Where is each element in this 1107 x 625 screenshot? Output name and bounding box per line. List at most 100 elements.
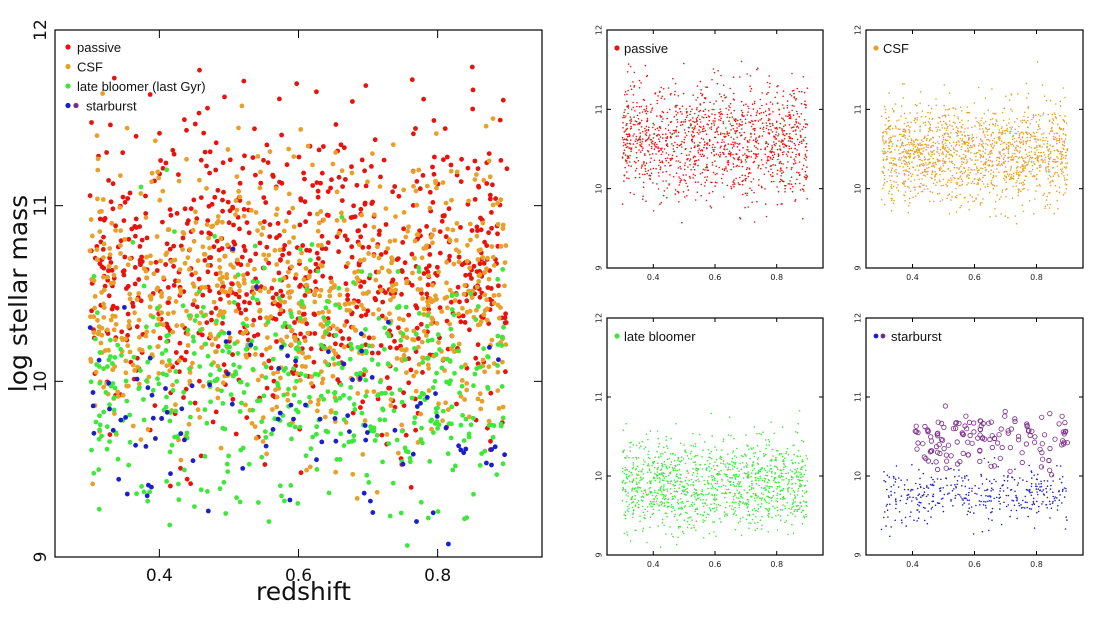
- data-point-csf-s0: [953, 166, 956, 169]
- data-point-main-s1: [478, 247, 483, 253]
- data-point-main-s1: [412, 238, 418, 244]
- data-point-csf-s0: [977, 86, 980, 89]
- data-point-passive-s0: [740, 159, 742, 161]
- data-point-csf-s0: [1049, 203, 1051, 206]
- data-point-csf-s0: [965, 156, 967, 158]
- data-point-passive-s0: [696, 131, 699, 134]
- data-point-main-s2: [105, 364, 110, 369]
- data-point-passive-s0: [732, 92, 735, 95]
- data-point-main-s0: [319, 170, 325, 176]
- data-point-csf-s0: [1024, 111, 1026, 114]
- data-point-passive-s0: [626, 122, 628, 125]
- data-point-main-s1: [430, 282, 435, 288]
- data-point-passive-s0: [667, 124, 670, 126]
- data-point-csf-s0: [958, 155, 961, 157]
- data-point-csf-s0: [926, 164, 928, 166]
- data-point-passive-s0: [648, 174, 650, 177]
- data-point-csf-s0: [1029, 122, 1031, 125]
- data-point-passive-s0: [721, 168, 724, 170]
- data-point-main-s1: [462, 283, 468, 288]
- data-point-csf-s0: [989, 159, 992, 162]
- data-point-csf-s0: [1026, 139, 1029, 142]
- data-point-csf-s0: [882, 153, 885, 155]
- data-point-main-s1: [282, 299, 288, 305]
- data-point-main-s0: [296, 154, 302, 160]
- data-point-main-s1: [144, 329, 150, 335]
- data-point-main-s2: [297, 399, 302, 405]
- data-point-csf-s0: [1024, 179, 1026, 181]
- data-point-passive-s0: [793, 142, 796, 145]
- data-point-main-s3: [275, 416, 281, 422]
- data-point-passive-s0: [691, 141, 694, 143]
- data-point-csf-s0: [960, 125, 963, 128]
- data-point-main-s1: [106, 263, 112, 269]
- data-point-passive-s0: [672, 176, 675, 178]
- data-point-csf-s0: [916, 139, 919, 141]
- legend-passive: passive: [614, 41, 668, 56]
- data-point-main-s0: [481, 260, 487, 266]
- data-point-main-s2: [111, 395, 117, 401]
- data-point-passive-s0: [767, 143, 770, 145]
- x-tick-label-main: 0.4: [146, 566, 173, 586]
- data-point-passive-s0: [679, 161, 681, 163]
- data-point-main-s1: [220, 219, 225, 225]
- data-point-main-s1: [384, 432, 390, 437]
- data-point-passive-s0: [632, 94, 635, 96]
- data-point-main-s1: [397, 316, 402, 322]
- data-point-csf-s0: [882, 165, 885, 168]
- data-point-passive-s0: [657, 95, 659, 97]
- data-point-passive-s0: [794, 160, 796, 162]
- data-point-main-s2: [434, 410, 439, 416]
- data-point-csf-s0: [1027, 116, 1029, 118]
- data-point-main-s1: [370, 311, 376, 317]
- data-point-main-s3: [370, 510, 376, 515]
- data-point-main-s1: [228, 262, 234, 268]
- data-point-csf-s0: [895, 164, 898, 167]
- data-point-csf-s0: [973, 152, 976, 155]
- data-point-passive-s0: [758, 179, 760, 181]
- data-point-passive-s0: [632, 135, 634, 137]
- data-point-main-s1: [489, 244, 495, 249]
- data-point-passive-s0: [767, 158, 769, 160]
- data-point-passive-s0: [645, 112, 648, 115]
- data-point-main-s2: [169, 442, 175, 448]
- data-point-main-s1: [202, 251, 208, 257]
- data-point-passive-s0: [765, 215, 768, 218]
- data-point-passive-s0: [702, 110, 705, 112]
- data-point-main-s0: [274, 291, 279, 297]
- data-point-csf-s0: [998, 163, 1000, 165]
- data-point-csf-s0: [1033, 212, 1035, 215]
- data-point-passive-s0: [742, 147, 744, 149]
- data-point-passive-s0: [678, 176, 680, 178]
- data-point-passive-s0: [806, 176, 808, 179]
- data-point-passive-s0: [741, 165, 744, 168]
- data-point-csf-s0: [1027, 162, 1029, 164]
- data-point-main-s1: [390, 142, 396, 148]
- data-point-csf-s0: [916, 116, 919, 119]
- data-point-csf-s0: [1050, 180, 1052, 183]
- data-point-csf-s0: [887, 127, 890, 130]
- x-tick-label-passive: 0.4: [647, 273, 660, 282]
- data-point-passive-s0: [743, 131, 746, 134]
- data-point-csf-s0: [894, 158, 896, 160]
- data-point-passive-s0: [704, 181, 706, 184]
- data-point-passive-s0: [783, 120, 786, 122]
- data-point-main-s1: [185, 331, 191, 337]
- data-point-main-s0: [221, 189, 226, 195]
- data-point-passive-s0: [798, 90, 800, 93]
- x-tick-label-passive: 0.6: [709, 273, 722, 282]
- data-point-passive-s0: [626, 142, 628, 145]
- data-point-main-s2: [377, 379, 383, 385]
- data-point-main-s1: [474, 172, 479, 178]
- data-point-main-s0: [489, 210, 494, 215]
- data-point-passive-s0: [805, 106, 807, 109]
- data-point-passive-s0: [621, 156, 624, 158]
- data-point-main-s2: [348, 341, 354, 347]
- data-point-passive-s0: [658, 175, 660, 177]
- data-point-csf-s0: [1040, 151, 1042, 154]
- data-point-main-s3: [285, 353, 290, 359]
- data-point-passive-s0: [769, 174, 772, 176]
- data-point-main-s0: [264, 142, 270, 148]
- data-point-csf-s0: [965, 141, 967, 143]
- data-point-main-s2: [412, 415, 418, 420]
